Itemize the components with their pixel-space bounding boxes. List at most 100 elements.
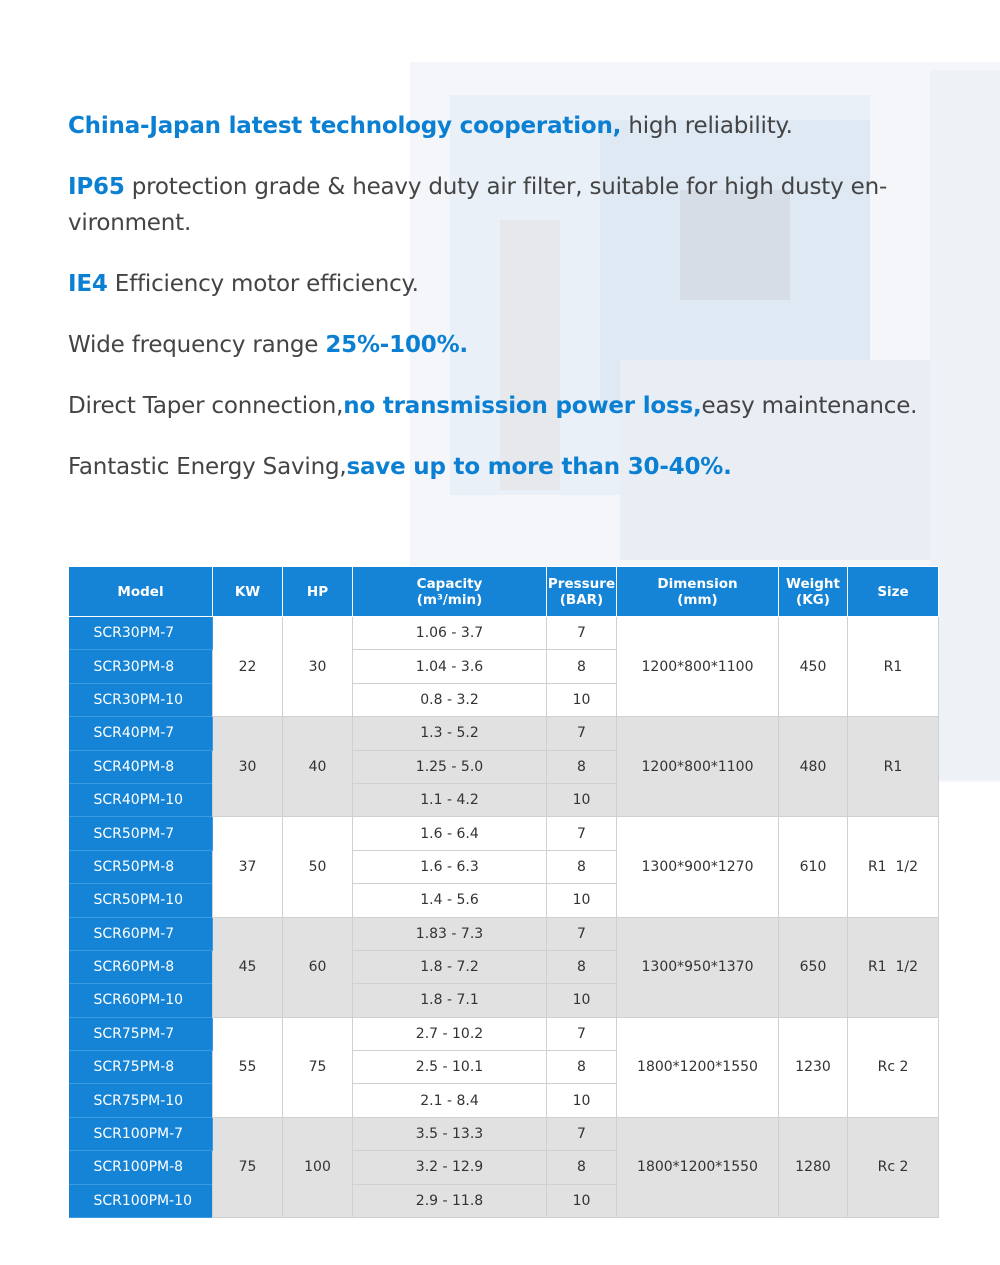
header-cell: HP — [282, 566, 353, 617]
feature-text: high reliability. — [621, 113, 793, 139]
capacity-cell: 1.83 - 7.3 — [352, 916, 547, 951]
feature-text: Efficiency motor efficiency. — [107, 271, 419, 297]
pressure-cell: 7 — [546, 1116, 617, 1152]
header-text: (mm) — [677, 591, 718, 608]
weight-cell: 650 — [778, 916, 848, 1018]
model-cell: SCR60PM-10 — [68, 983, 213, 1018]
pressure-cell: 10 — [546, 782, 617, 818]
pressure-cell: 8 — [546, 749, 617, 784]
table-row: SCR30PM-8 1.04 - 3.6 8 — [68, 649, 939, 684]
size-cell: Rc 2 — [847, 1116, 939, 1219]
feature-text: protection grade & heavy duty air filter… — [68, 174, 888, 236]
pressure-cell: 8 — [546, 1150, 617, 1185]
header-text: (BAR) — [559, 591, 604, 608]
weight-cell: 610 — [778, 816, 848, 918]
header-text: KW — [234, 583, 261, 600]
table-row: SCR40PM-7 30 40 1.3 - 5.2 7 1200*800*1100 480 R… — [68, 716, 939, 818]
header-cell: Pressure (BAR) — [546, 566, 617, 617]
model-cell: SCR50PM-8 — [68, 849, 213, 885]
header-cell: Weight (KG) — [778, 566, 848, 617]
header-text: Size — [877, 583, 909, 600]
feature-highlight: IP65 — [68, 174, 125, 200]
weight-cell: 480 — [778, 716, 848, 818]
capacity-cell: 1.6 - 6.4 — [352, 816, 547, 851]
header-text: Dimension — [657, 575, 738, 592]
capacity-cell: 1.4 - 5.6 — [352, 883, 547, 918]
model-cell: SCR50PM-10 — [68, 883, 213, 918]
header-cell: Model — [68, 566, 213, 617]
feature-text: Fantastic Energy Saving, — [68, 454, 347, 480]
model-cell: SCR75PM-8 — [68, 1050, 213, 1085]
header-text: (KG) — [796, 591, 830, 608]
model-cell: SCR100PM-8 — [68, 1150, 213, 1185]
feature: Direct Taper connection,no transmission … — [68, 388, 948, 424]
table-row: SCR100PM-10 2.9 - 11.8 10 — [68, 1183, 939, 1219]
model-cell: SCR40PM-10 — [68, 782, 213, 818]
capacity-cell: 1.8 - 7.2 — [352, 949, 547, 985]
feature-highlight: no transmission power loss, — [343, 393, 702, 419]
table-row: SCR100PM-8 3.2 - 12.9 8 — [68, 1150, 939, 1185]
table-row: SCR50PM-8 1.6 - 6.3 8 — [68, 849, 939, 885]
capacity-cell: 2.5 - 10.1 — [352, 1050, 547, 1085]
model-cell: SCR30PM-7 — [68, 615, 213, 651]
table-row: SCR75PM-7 55 75 2.7 - 10.2 7 1800*1200*1550 12… — [68, 1016, 939, 1118]
pressure-cell: 10 — [546, 682, 617, 718]
pressure-cell: 8 — [546, 949, 617, 985]
table-row: SCR75PM-10 2.1 - 8.4 10 — [68, 1083, 939, 1118]
capacity-cell: 1.1 - 4.2 — [352, 782, 547, 818]
feature-text: easy maintenance. — [701, 393, 918, 419]
header-text: Model — [117, 583, 164, 600]
dimension-cell: 1300*900*1270 — [616, 816, 779, 918]
size-cell: R1 — [847, 716, 939, 818]
kw-cell: 75 — [212, 1116, 283, 1219]
capacity-cell: 1.6 - 6.3 — [352, 849, 547, 885]
model-cell: SCR75PM-7 — [68, 1016, 213, 1052]
feature-text: Direct Taper connection, — [68, 393, 344, 419]
capacity-cell: 2.7 - 10.2 — [352, 1016, 547, 1052]
hp-cell: 40 — [282, 716, 353, 818]
table-row: SCR50PM-7 37 50 1.6 - 6.4 7 1300*900*1270 610 R… — [68, 816, 939, 918]
dimension-cell: 1200*800*1100 — [616, 615, 779, 718]
pressure-cell: 8 — [546, 849, 617, 885]
pressure-cell: 10 — [546, 1083, 617, 1118]
spec-table: Model KW HP Capacity (m³/min) Pressure (BAR) Di… — [68, 566, 939, 1219]
table-row: SCR30PM-10 0.8 - 3.2 10 — [68, 682, 939, 718]
capacity-cell: 1.25 - 5.0 — [352, 749, 547, 784]
control-screen — [680, 190, 790, 300]
header-text: Capacity — [416, 575, 483, 592]
feature: China-Japan latest technology cooperatio… — [68, 108, 948, 144]
pressure-cell: 10 — [546, 883, 617, 918]
table-row: SCR60PM-7 45 60 1.83 - 7.3 7 1300*950*1370 650… — [68, 916, 939, 1018]
header-text: Weight — [786, 575, 840, 592]
feature-highlight: save up to more than 30-40%. — [346, 454, 732, 480]
table-row: SCR60PM-8 1.8 - 7.2 8 — [68, 949, 939, 985]
feature: IP65 protection grade & heavy duty air f… — [68, 169, 948, 241]
hp-cell: 50 — [282, 816, 353, 918]
header-row: Model KW HP Capacity (m³/min) Pressure (BAR) Di… — [68, 566, 939, 617]
pressure-cell: 10 — [546, 983, 617, 1018]
feature: Fantastic Energy Saving,save up to more … — [68, 449, 948, 485]
table-row: SCR50PM-10 1.4 - 5.6 10 — [68, 883, 939, 918]
table-body: SCR30PM-7 22 30 1.06 - 3.7 7 1200*800*1100 450… — [68, 615, 939, 1219]
size-cell: R1 — [847, 615, 939, 718]
model-cell: SCR40PM-8 — [68, 749, 213, 784]
model-cell: SCR40PM-7 — [68, 716, 213, 751]
header-text: (m³/min) — [416, 591, 483, 608]
weight-cell: 1230 — [778, 1016, 848, 1118]
kw-cell: 45 — [212, 916, 283, 1018]
pressure-cell: 8 — [546, 649, 617, 684]
pressure-cell: 7 — [546, 1016, 617, 1052]
capacity-cell: 2.9 - 11.8 — [352, 1183, 547, 1219]
dimension-cell: 1800*1200*1550 — [616, 1016, 779, 1118]
size-cell: R1 1/2 — [847, 816, 939, 918]
pressure-cell: 8 — [546, 1050, 617, 1085]
table-row: SCR100PM-7 75 100 3.5 - 13.3 7 1800*1200*1550… — [68, 1116, 939, 1219]
pressure-cell: 7 — [546, 615, 617, 651]
size-cell: R1 1/2 — [847, 916, 939, 1018]
hp-cell: 60 — [282, 916, 353, 1018]
feature-list: China-Japan latest technology cooperatio… — [68, 108, 948, 510]
feature-highlight: 25%-100%. — [325, 332, 468, 358]
model-cell: SCR30PM-8 — [68, 649, 213, 684]
